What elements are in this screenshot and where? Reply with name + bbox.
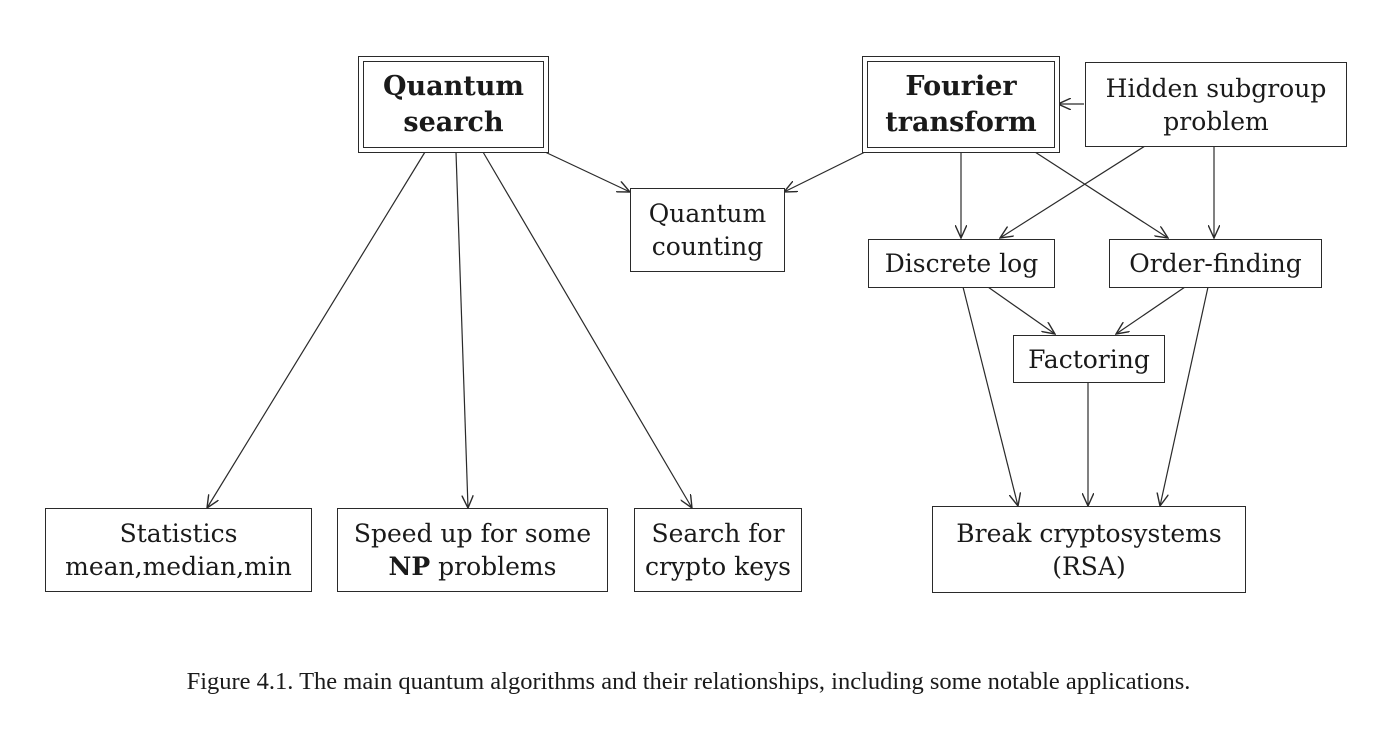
edge-order-finding-to-break-crypto — [1160, 286, 1209, 506]
node-statistics: Statistics mean,median,min — [45, 508, 312, 592]
node-order-finding-label: Order-finding — [1129, 249, 1302, 278]
np-problems-label: problems — [430, 552, 557, 581]
node-break-cryptosystems: Break cryptosystems (RSA) — [932, 506, 1246, 593]
node-speed-up-np-line2: NP problems — [389, 550, 557, 583]
node-search-crypto-line2: crypto keys — [644, 552, 792, 581]
node-statistics-line2: mean,median,min — [65, 552, 292, 581]
node-discrete-log: Discrete log — [868, 239, 1055, 288]
node-search-crypto-line1: Search for — [651, 519, 785, 548]
node-search-crypto-keys: Search for crypto keys — [634, 508, 802, 592]
node-fourier-transform-line1: Fourier — [905, 70, 1017, 102]
np-bold-label: NP — [388, 552, 431, 581]
edge-discrete-log-to-factoring — [987, 286, 1055, 334]
edge-quantum-search-to-statistics — [207, 151, 426, 508]
node-discrete-log-label: Discrete log — [884, 249, 1039, 278]
node-hidden-subgroup-line2: problem — [1163, 106, 1269, 136]
node-factoring-label: Factoring — [1028, 344, 1150, 374]
node-quantum-search-line2: search — [403, 106, 504, 138]
node-order-finding: Order-finding — [1109, 239, 1322, 288]
node-break-crypto-line1: Break cryptosystems — [956, 518, 1222, 548]
node-quantum-search: Quantum search — [358, 56, 549, 153]
edge-discrete-log-to-break-crypto — [962, 286, 1018, 506]
node-quantum-counting-line2: counting — [651, 232, 764, 261]
node-break-crypto-line2: (RSA) — [1052, 551, 1126, 581]
edge-quantum-search-to-speed-up-np — [455, 151, 468, 508]
edge-fourier-to-order-finding — [1034, 151, 1168, 238]
edge-quantum-search-to-quantum-counting — [544, 151, 630, 192]
edge-order-finding-to-factoring — [1116, 286, 1186, 334]
node-speed-up-np: Speed up for some NP problems — [337, 508, 608, 592]
node-hidden-subgroup-line1: Hidden subgroup — [1105, 73, 1327, 103]
figure-caption: Figure 4.1. The main quantum algorithms … — [186, 668, 1191, 695]
edge-hidden-subgroup-to-discrete-log — [1000, 145, 1146, 238]
node-fourier-transform-line2: transform — [885, 106, 1037, 138]
node-quantum-counting: Quantum counting — [630, 188, 785, 272]
node-factoring: Factoring — [1013, 335, 1165, 383]
node-quantum-counting-line1: Quantum — [648, 199, 767, 228]
edge-fourier-to-quantum-counting — [784, 151, 866, 192]
node-speed-up-np-line1: Speed up for some — [353, 519, 592, 548]
node-quantum-search-line1: Quantum — [383, 70, 524, 102]
node-fourier-transform: Fourier transform — [862, 56, 1060, 153]
node-statistics-line1: Statistics — [119, 519, 238, 548]
node-hidden-subgroup-problem: Hidden subgroup problem — [1085, 62, 1347, 147]
edge-quantum-search-to-search-crypto — [482, 151, 692, 508]
